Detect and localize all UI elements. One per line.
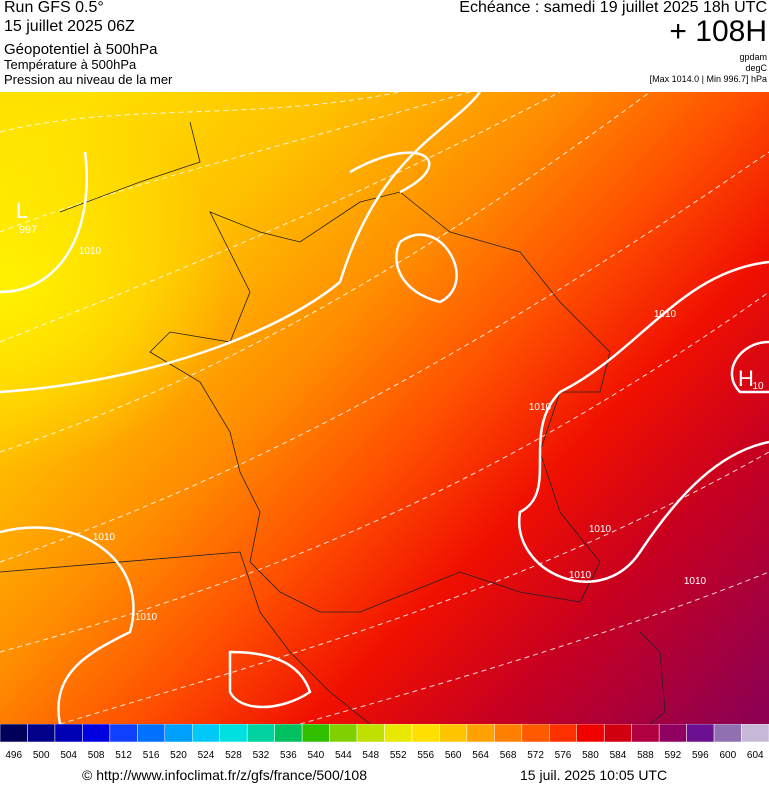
colorbar-label: 576 <box>555 750 572 761</box>
colorbar-label: 560 <box>445 750 462 761</box>
colorbar-label: 516 <box>143 750 160 761</box>
colorbar-label: 596 <box>692 750 709 761</box>
color-bin <box>384 724 413 743</box>
color-bin <box>54 724 83 743</box>
run-date: 15 juillet 2025 06Z <box>4 18 135 35</box>
generated: 15 juil. 2025 10:05 UTC <box>520 767 668 783</box>
color-bin <box>329 724 358 743</box>
colorbar-label: 580 <box>582 750 599 761</box>
colorbar-label: 604 <box>747 750 764 761</box>
color-bin <box>658 724 687 743</box>
colorbar-label: 520 <box>170 750 187 761</box>
run: Run GFS 0.5° <box>4 0 104 16</box>
colorbar-label: 524 <box>198 750 215 761</box>
color-bin <box>521 724 550 743</box>
map-label: 1010 <box>529 402 552 413</box>
colorbar-label: 532 <box>253 750 270 761</box>
colorbar-label: 544 <box>335 750 352 761</box>
color-bin <box>274 724 303 743</box>
map-label: 997 <box>19 224 37 236</box>
map-label: H <box>738 366 754 391</box>
colorbar-label: 568 <box>500 750 517 761</box>
colorbar-label: 500 <box>33 750 50 761</box>
color-bin <box>576 724 605 743</box>
color-bin <box>686 724 715 743</box>
color-bin <box>137 724 166 743</box>
colorbar-label: 552 <box>390 750 407 761</box>
source: © http://www.infoclimat.fr/z/gfs/france/… <box>82 767 367 783</box>
color-bin <box>494 724 523 743</box>
field: Géopotentiel à 500hPa <box>4 41 158 58</box>
colorbar-label: 548 <box>362 750 379 761</box>
colorbar-label: 572 <box>527 750 544 761</box>
colorbar-label: 496 <box>5 750 22 761</box>
colorbar-label: 600 <box>719 750 736 761</box>
colorbar: 496 500 504 508 512 516 520 524 528 532 536 540 544 5… <box>0 724 769 761</box>
map-label: 1010 <box>589 524 612 535</box>
color-bin <box>439 724 468 743</box>
color-bin <box>192 724 220 743</box>
lead-time: + 108H <box>669 15 767 48</box>
color-bin <box>713 724 742 743</box>
colorbar-label: 508 <box>88 750 105 761</box>
color-bin <box>411 724 440 743</box>
isotherms <box>0 92 769 724</box>
extremes: [Max 1014.0 | Min 996.7] hPa <box>649 74 767 84</box>
color-bin <box>549 724 577 743</box>
colorbar-label: 588 <box>637 750 654 761</box>
map-label: 1010 <box>684 576 707 587</box>
colorbar-label: 584 <box>610 750 627 761</box>
colorbar-label: 540 <box>307 750 324 761</box>
color-bin <box>246 724 275 743</box>
map-label: 1010 <box>569 570 592 581</box>
color-bin <box>356 724 385 743</box>
field: Pression au niveau de la mer <box>4 72 173 87</box>
field: Température à 500hPa <box>4 57 137 72</box>
map-label: 1010 <box>79 246 102 257</box>
color-bin <box>164 724 193 743</box>
temperature-field <box>0 92 769 724</box>
map-label: 1010 <box>654 309 677 320</box>
color-bin <box>0 724 28 743</box>
map-label: 1010 <box>135 612 158 623</box>
isobars <box>0 92 769 724</box>
colorbar-label: 556 <box>417 750 434 761</box>
colorbar-label: 512 <box>115 750 132 761</box>
unit: degC <box>745 63 767 73</box>
color-bin <box>741 724 769 743</box>
valid-time: Echéance : samedi 19 juillet 2025 18h UT… <box>459 0 767 16</box>
color-bin <box>27 724 56 743</box>
map-label: 1010 <box>93 532 116 543</box>
colorbar-label: 536 <box>280 750 297 761</box>
colorbar-label: 564 <box>472 750 489 761</box>
color-bin <box>631 724 660 743</box>
unit: gpdam <box>739 52 767 62</box>
color-bin <box>82 724 111 743</box>
color-bin <box>603 724 632 743</box>
map-label: 10 <box>752 381 764 392</box>
coastlines <box>0 121 666 724</box>
color-bin <box>466 724 495 743</box>
color-bin <box>301 724 330 743</box>
colorbar-label: 504 <box>60 750 77 761</box>
color-bin <box>219 724 248 743</box>
map-label: L <box>16 198 28 223</box>
colorbar-label: 592 <box>665 750 682 761</box>
colorbar-label: 528 <box>225 750 242 761</box>
color-bin <box>109 724 138 743</box>
